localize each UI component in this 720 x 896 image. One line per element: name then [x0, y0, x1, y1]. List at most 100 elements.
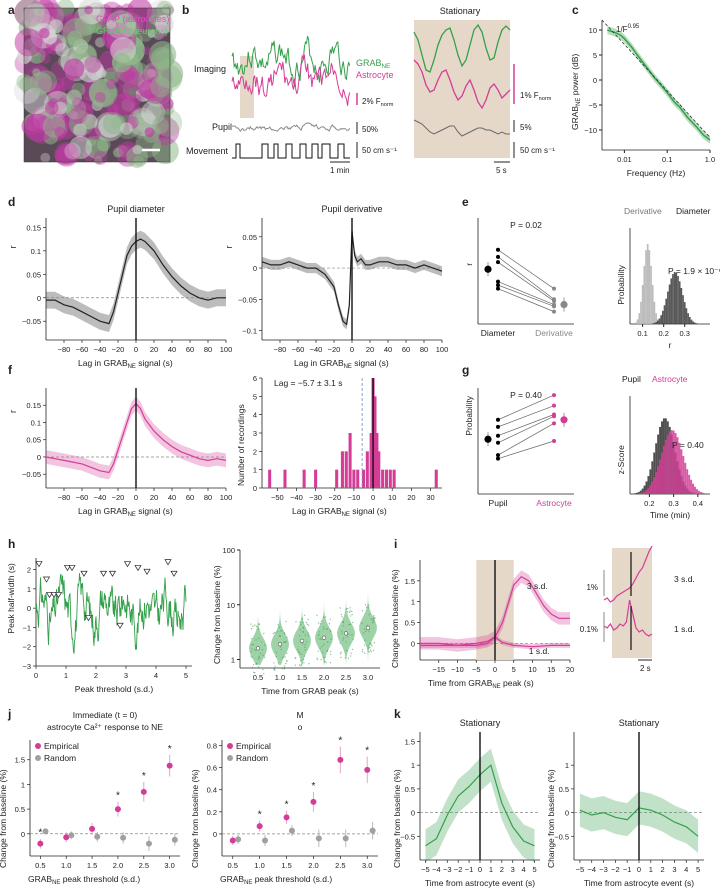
pair-line	[497, 256, 555, 300]
violin-point	[329, 650, 332, 653]
violin-point	[302, 627, 304, 629]
x-tick-label: 2.0	[319, 673, 329, 682]
violin-point	[364, 630, 367, 633]
violin-point	[348, 611, 351, 613]
cell-blob	[94, 91, 106, 103]
violin-point	[252, 625, 254, 628]
label-tail: peak (s)	[501, 678, 534, 688]
y-tick-label: 0.05	[242, 233, 257, 242]
violin-point	[257, 666, 260, 668]
point-left	[496, 417, 500, 422]
violin-point	[255, 662, 258, 665]
hist-bar	[651, 285, 654, 324]
violin-point	[258, 623, 260, 625]
legend-random: Random	[44, 753, 76, 763]
lag-bar	[344, 451, 348, 488]
violin-point	[321, 645, 323, 648]
stationary-title: Stationary	[440, 6, 481, 16]
point-left	[496, 279, 500, 284]
y-axis-label: Change from baseline (%)	[0, 769, 8, 868]
scale-stationary-movement: 50 cm s⁻¹	[520, 146, 555, 155]
violin-point	[345, 608, 347, 610]
mean-left	[484, 435, 492, 443]
significance-star: *	[285, 800, 289, 811]
cell-blob	[126, 146, 148, 168]
violin-point	[350, 652, 352, 654]
violin-point	[283, 632, 286, 634]
point-left	[496, 283, 500, 288]
violin-point	[274, 669, 276, 671]
hist-bar	[635, 492, 638, 494]
panel-letter-b: b	[182, 3, 189, 17]
cell-blob	[63, 58, 85, 79]
violin-point	[323, 616, 325, 619]
violin-point	[369, 649, 372, 651]
lag-bar	[302, 469, 306, 488]
x-axis-label: Lag in GRABNE signal (s)	[78, 358, 173, 370]
violin-point	[306, 641, 308, 643]
y-tick-label: −0.5	[400, 832, 415, 841]
label-tail: signal (s)	[350, 506, 387, 516]
violin-point	[345, 641, 347, 643]
hist-bar	[664, 439, 667, 494]
y-tick-label: 10	[227, 601, 235, 610]
violin-point	[254, 671, 256, 674]
mean-right	[560, 300, 568, 309]
legend-random: Random	[236, 753, 268, 763]
y-axis-label: r	[8, 246, 18, 249]
x-tick-label: 0	[34, 671, 38, 680]
violin-point	[328, 622, 331, 625]
y-tick-label: 5	[593, 51, 597, 60]
violin-point	[251, 656, 253, 659]
hist-bar	[665, 298, 668, 324]
hist-bar	[694, 322, 696, 324]
violin-point	[361, 649, 364, 651]
x-tick-label: 3	[511, 865, 515, 874]
empirical-point	[89, 825, 96, 832]
fit-annotation: 1/F0.95	[616, 24, 640, 34]
peak-marker	[108, 570, 117, 577]
violin-point	[329, 661, 332, 664]
lag-bar	[369, 433, 373, 488]
category-left: Diameter	[481, 328, 516, 338]
peak-marker	[123, 561, 132, 568]
cell-blob	[84, 55, 102, 73]
point-right	[552, 299, 556, 304]
pair-line	[497, 423, 555, 456]
scale-stationary-time: 5 s	[496, 166, 507, 175]
chart-j1: 0 0.5 1 1.5 0.5 1.0 1.5 2.0 2.5 3.0 * * * * Immediate …	[0, 710, 180, 886]
cell-blob	[82, 114, 98, 130]
violin-point	[373, 620, 375, 622]
hist-bar	[649, 485, 652, 494]
violin-point	[294, 664, 297, 666]
violin-point	[306, 623, 309, 626]
label-tail: peak threshold (s.d.)	[252, 874, 332, 884]
cell-blob	[150, 47, 175, 71]
cell-blob	[40, 152, 51, 163]
violin-point	[299, 621, 301, 623]
empirical-point	[140, 788, 147, 795]
violin-point	[264, 644, 266, 646]
violin-point	[368, 630, 370, 633]
cell-blob	[102, 112, 126, 135]
subscript: NE	[128, 364, 136, 370]
x-tick-label: 3.0	[164, 861, 174, 870]
hist-bar	[697, 490, 700, 494]
y-tick-label: 0	[37, 294, 41, 303]
subscript: NE	[342, 512, 350, 518]
x-tick-label: 40	[384, 345, 392, 354]
y-tick-label: −10	[584, 126, 597, 135]
hist-bar	[655, 443, 658, 494]
y-axis-label: Change from baseline (%)	[212, 565, 222, 664]
violin-point	[370, 618, 372, 620]
scale-stationary-pupil: 5%	[520, 123, 532, 132]
cell-blob	[143, 46, 152, 56]
lag-bar	[384, 469, 388, 488]
hist-bar	[667, 291, 669, 324]
cell-blob	[102, 31, 112, 42]
violin-point	[303, 662, 305, 664]
violin-point	[316, 658, 319, 661]
lag-bar	[348, 433, 352, 488]
point-left	[496, 247, 500, 252]
